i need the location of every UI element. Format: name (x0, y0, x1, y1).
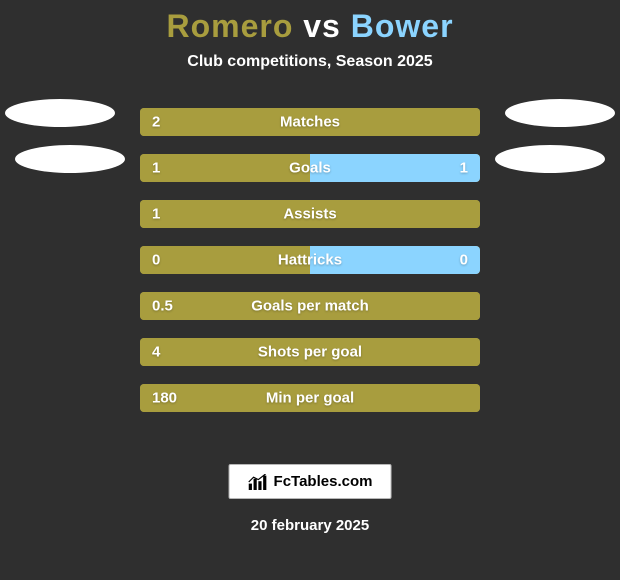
stat-value-left: 2 (152, 114, 160, 131)
stat-value-right: 1 (460, 160, 468, 177)
stat-row: 1Assists (0, 191, 620, 237)
fctables-logo[interactable]: FcTables.com (229, 464, 392, 499)
bar-left-fill (140, 246, 310, 274)
stat-bar: 2Matches (140, 108, 480, 136)
logo-text: FcTables.com (274, 473, 373, 490)
stat-value-left: 4 (152, 344, 160, 361)
bar-left-fill (140, 200, 480, 228)
comparison-card: Romero vs Bower Club competitions, Seaso… (0, 0, 620, 580)
page-title: Romero vs Bower (0, 8, 620, 45)
stat-row: 0.5Goals per match (0, 283, 620, 329)
stat-bar: 180Min per goal (140, 384, 480, 412)
stats-rows: 2Matches11Goals1Assists00Hattricks0.5Goa… (0, 99, 620, 421)
bar-left-fill (140, 154, 310, 182)
footer: FcTables.com 20 february 2025 (229, 464, 392, 534)
stat-row: 00Hattricks (0, 237, 620, 283)
stat-bar: 00Hattricks (140, 246, 480, 274)
stat-value-left: 1 (152, 206, 160, 223)
bar-right-fill (310, 246, 480, 274)
stat-value-right: 0 (460, 252, 468, 269)
bar-left-fill (140, 108, 480, 136)
stat-row: 4Shots per goal (0, 329, 620, 375)
date-label: 20 february 2025 (229, 517, 392, 534)
stat-value-left: 1 (152, 160, 160, 177)
stat-row: 11Goals (0, 145, 620, 191)
stat-row: 2Matches (0, 99, 620, 145)
bar-left-fill (140, 292, 480, 320)
stat-row: 180Min per goal (0, 375, 620, 421)
stat-value-left: 180 (152, 390, 177, 407)
bar-left-fill (140, 384, 480, 412)
stat-value-left: 0.5 (152, 298, 173, 315)
bar-left-fill (140, 338, 480, 366)
stat-value-left: 0 (152, 252, 160, 269)
stat-bar: 4Shots per goal (140, 338, 480, 366)
title-vs: vs (303, 8, 341, 44)
stat-bar: 11Goals (140, 154, 480, 182)
subtitle: Club competitions, Season 2025 (0, 53, 620, 71)
bar-right-fill (310, 154, 480, 182)
bar-chart-icon (248, 474, 268, 490)
stat-bar: 1Assists (140, 200, 480, 228)
stat-bar: 0.5Goals per match (140, 292, 480, 320)
title-player-left: Romero (166, 8, 293, 44)
title-player-right: Bower (351, 8, 454, 44)
